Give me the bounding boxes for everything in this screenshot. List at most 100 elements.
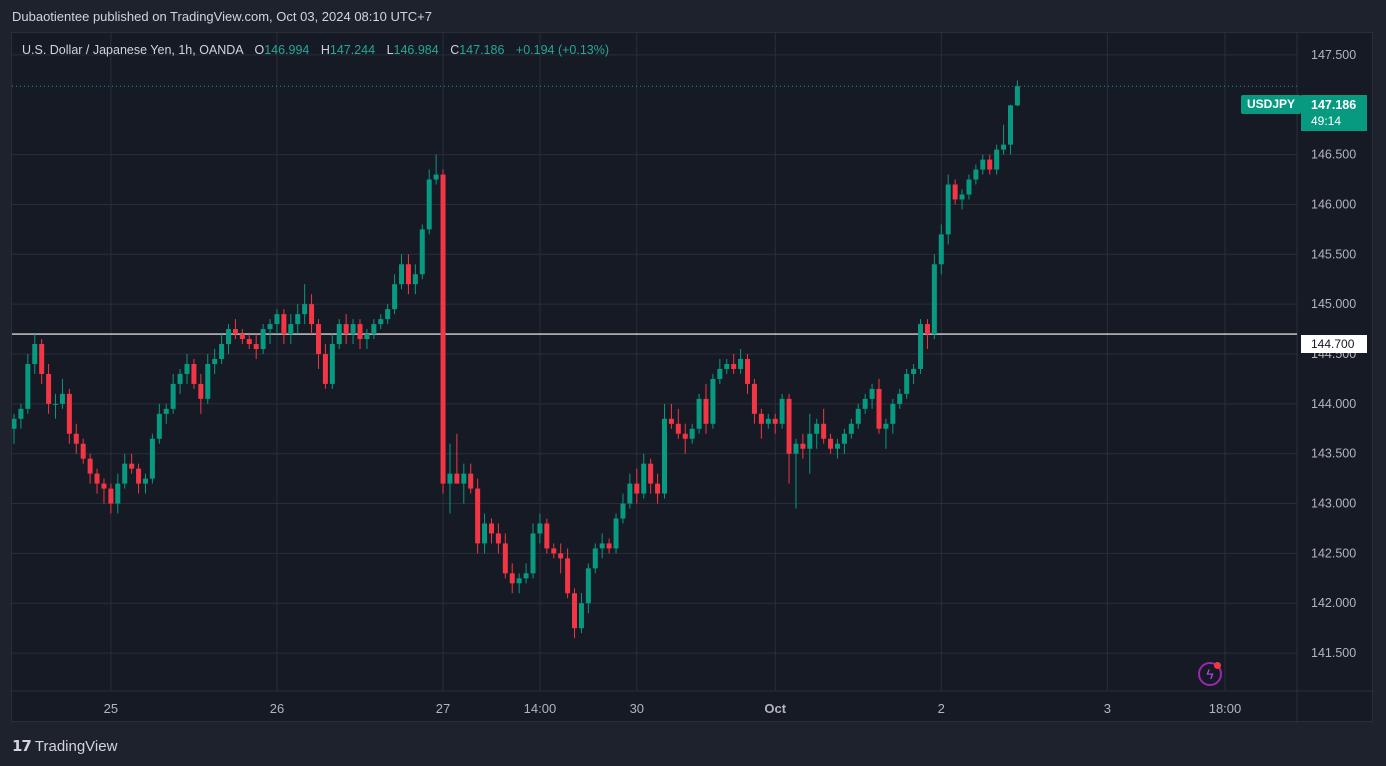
- candle-body: [807, 433, 813, 449]
- candle-body: [260, 329, 266, 350]
- candle-body: [911, 368, 917, 374]
- candle-body: [350, 324, 356, 335]
- candle-body: [46, 373, 52, 404]
- last-price-tag: 147.186 49:14: [1301, 95, 1367, 131]
- candle-body: [385, 309, 391, 320]
- candle-body: [336, 324, 342, 345]
- candle-body: [897, 393, 903, 404]
- candle-body: [668, 418, 674, 424]
- candle-body: [253, 344, 259, 350]
- candle-body: [322, 354, 328, 384]
- x-tick-label: 18:00: [1209, 701, 1242, 716]
- candle-body: [980, 159, 986, 170]
- candle-body: [703, 398, 709, 424]
- candle-body: [198, 383, 204, 399]
- candle-body: [246, 339, 252, 345]
- candle-body: [572, 593, 578, 629]
- candle-body: [94, 473, 100, 484]
- candle-body: [1014, 86, 1020, 106]
- candle-body: [848, 423, 854, 434]
- candle-body: [399, 264, 405, 285]
- candle-body: [101, 483, 107, 489]
- candle-body: [987, 159, 993, 170]
- x-tick-label: 14:00: [524, 701, 557, 716]
- candle-body: [675, 423, 681, 434]
- candle-body: [938, 234, 944, 265]
- candle-body: [53, 403, 59, 405]
- candle-body: [765, 418, 771, 424]
- ticker-tag: USDJPY: [1241, 95, 1302, 114]
- tradingview-mark-icon: 𝟭𝟳: [12, 738, 32, 755]
- candle-body: [751, 383, 757, 414]
- candle-body: [537, 523, 543, 534]
- tradingview-logo[interactable]: 𝟭𝟳 TradingView: [12, 737, 117, 756]
- legend-symbol: U.S. Dollar / Japanese Yen, 1h, OANDA: [22, 43, 243, 57]
- y-tick-label: 146.500: [1311, 148, 1356, 162]
- candle-body: [295, 314, 301, 325]
- candle-body: [32, 344, 38, 364]
- candle-body: [142, 478, 148, 484]
- legend-high: 147.244: [329, 43, 376, 57]
- candle-body: [655, 483, 661, 494]
- last-price-value: 147.186: [1311, 98, 1357, 112]
- candle-body: [661, 418, 667, 494]
- x-tick-label: 2: [938, 701, 945, 716]
- x-tick-label: 3: [1104, 701, 1111, 716]
- candle-body: [129, 463, 135, 469]
- candle-body: [392, 284, 398, 310]
- legend-change: +0.194 (+0.13%): [515, 43, 610, 57]
- y-tick-label: 142.000: [1311, 596, 1356, 610]
- horizontal-level-tag[interactable]: 144.700: [1301, 335, 1367, 353]
- bar-countdown: 49:14: [1311, 114, 1342, 128]
- legend-low-label: L: [386, 43, 394, 57]
- ohlc-legend: U.S. Dollar / Japanese Yen, 1h, OANDA O1…: [22, 43, 609, 57]
- candle-body: [814, 423, 820, 434]
- candle-body: [232, 329, 238, 335]
- candle-body: [309, 304, 315, 325]
- candle-body: [599, 543, 605, 549]
- candlestick-chart[interactable]: 147.500146.500146.000145.500145.000144.5…: [12, 33, 1374, 723]
- candle-body: [724, 363, 730, 369]
- candle-body: [371, 324, 377, 335]
- candle-body: [689, 428, 695, 439]
- candle-body: [772, 418, 778, 424]
- candle-body: [357, 324, 363, 340]
- y-tick-label: 145.000: [1311, 297, 1356, 311]
- candle-body: [841, 433, 847, 444]
- candle-body: [855, 408, 861, 424]
- candle-body: [87, 458, 93, 474]
- candle-body: [302, 304, 308, 315]
- candle-body: [779, 398, 785, 424]
- candle-body: [454, 473, 460, 484]
- candle-body: [80, 443, 86, 459]
- chart-pane[interactable]: 147.500 146.500 146.000 145.500 145.000 144.5…: [11, 32, 1374, 723]
- lightning-bolt-icon[interactable]: ϟ: [1198, 662, 1222, 686]
- candle-body: [523, 573, 529, 579]
- candle-body: [696, 398, 702, 429]
- candle-body: [994, 149, 1000, 170]
- candle-body: [73, 433, 79, 444]
- candle-body: [433, 174, 439, 180]
- candle-body: [115, 483, 121, 504]
- candle-body: [39, 344, 45, 374]
- y-tick-label: 141.500: [1311, 646, 1356, 660]
- candle-body: [495, 533, 501, 544]
- candle-body: [18, 408, 24, 419]
- candle-body: [12, 418, 17, 429]
- candle-body: [745, 358, 751, 384]
- candle-body: [426, 179, 432, 230]
- candle-body: [267, 324, 273, 330]
- candle-body: [329, 344, 335, 384]
- candle-body: [585, 568, 591, 604]
- candle-body: [924, 324, 930, 335]
- candle-body: [315, 324, 321, 354]
- candle-body: [634, 483, 640, 494]
- candle-body: [648, 463, 654, 484]
- candle-body: [177, 373, 183, 384]
- legend-close-label: C: [450, 43, 460, 57]
- candle-body: [558, 553, 564, 559]
- candle-body: [973, 169, 979, 180]
- candle-body: [461, 473, 467, 484]
- candle-body: [890, 403, 896, 424]
- y-tick-label: 142.500: [1311, 546, 1356, 560]
